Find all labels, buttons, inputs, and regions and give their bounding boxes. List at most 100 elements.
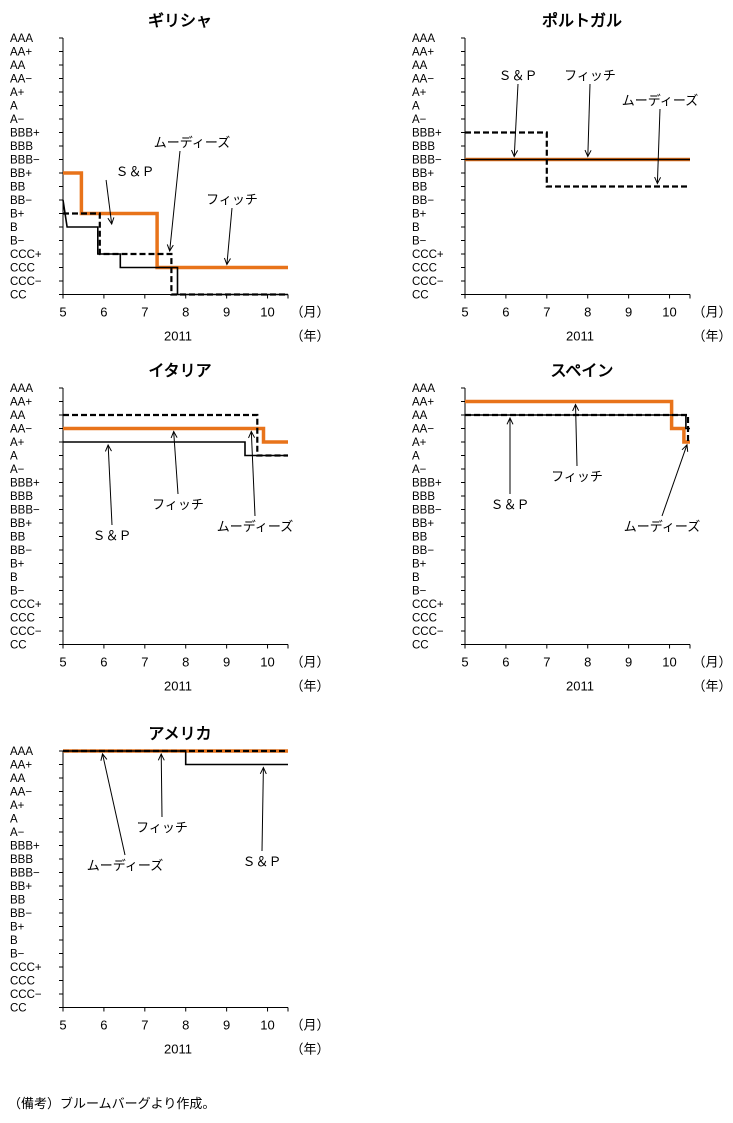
y-tick-label: CCC+ [10, 599, 42, 611]
annotation-arrow [513, 83, 519, 157]
y-tick-label: CCC [10, 976, 35, 988]
x-tick-label: 7 [543, 305, 550, 320]
y-tick-label: CCC+ [10, 962, 42, 974]
y-tick-label: B [10, 222, 18, 234]
y-tick-label: AA− [10, 787, 32, 799]
y-tick-label: AA [10, 410, 26, 422]
y-tick-label: BB+ [412, 518, 434, 530]
y-tick-label: CCC− [10, 989, 42, 1001]
x-tick-label: 6 [502, 305, 509, 320]
annotation-arrow [173, 431, 179, 495]
x-tick-label: 6 [100, 1018, 107, 1033]
x-tick-label: 7 [543, 655, 550, 670]
x-unit-label: （月） [692, 655, 731, 670]
year-unit-label: （年） [290, 329, 329, 344]
x-tick-label: 5 [461, 655, 468, 670]
annotation-arrowhead [506, 416, 514, 425]
y-tick-label: BB− [10, 908, 32, 920]
series-annotation: ムーディーズ [622, 93, 698, 109]
annotation-arrow [226, 207, 233, 265]
y-tick-label: AA [412, 410, 428, 422]
x-tick-label: 10 [260, 1018, 274, 1033]
y-tick-label: CCC [412, 613, 437, 625]
y-tick-label: BBB+ [412, 478, 442, 490]
series-annotation: Ｓ＆Ｐ [115, 165, 154, 180]
y-tick-label: CCC− [10, 626, 42, 638]
x-tick-label: 9 [223, 305, 230, 320]
annotation-arrowhead [511, 149, 519, 158]
year-unit-label: （年） [692, 329, 731, 344]
annotation-arrowhead [572, 403, 580, 412]
chart-panel: イタリアAAAAA+AAAA−A+AA−BBB+BBBBBB−BB+BBBB−B… [10, 361, 330, 694]
chart-title: イタリア [148, 361, 211, 380]
series-annotation: フィッチ [136, 821, 188, 836]
annotation-arrow [587, 83, 591, 157]
x-tick-label: 5 [59, 655, 66, 670]
x-tick-label: 7 [141, 655, 148, 670]
series-line [465, 414, 690, 430]
y-tick-label: BBB− [412, 155, 442, 167]
y-tick-label: BB− [412, 195, 434, 207]
y-tick-label: B− [412, 586, 427, 598]
y-tick-label: A− [412, 114, 427, 126]
year-unit-label: （年） [290, 1042, 329, 1057]
y-tick-label: BBB [10, 141, 33, 153]
y-tick-label: AA+ [412, 397, 434, 409]
y-tick-label: AA [412, 60, 428, 72]
y-tick-label: B+ [412, 209, 427, 221]
y-tick-label: A− [10, 464, 25, 476]
y-tick-label: AAA [412, 383, 435, 395]
y-tick-label: A− [10, 114, 25, 126]
x-tick-label: 8 [584, 305, 591, 320]
annotation-arrow [250, 431, 256, 517]
x-tick-label: 10 [662, 305, 676, 320]
y-tick-label: BBB+ [412, 128, 442, 140]
x-tick-label: 10 [260, 655, 274, 670]
y-tick-label: AA+ [10, 760, 32, 772]
x-tick-label: 10 [662, 655, 676, 670]
y-tick-label: CC [10, 1003, 27, 1015]
y-tick-label: A+ [10, 437, 25, 449]
series-annotation: Ｓ＆Ｐ [490, 498, 529, 513]
y-tick-label: AA+ [10, 47, 32, 59]
y-tick-label: BBB [412, 491, 435, 503]
series-line [62, 199, 288, 296]
annotation-arrow [105, 179, 113, 225]
x-tick-label: 6 [100, 305, 107, 320]
annotation-arrowhead [157, 752, 165, 761]
y-tick-label: AAA [412, 33, 435, 45]
chart-panel: アメリカAAAAA+AAAA−A+AA−BBB+BBBBBB−BB+BBBB−B… [10, 724, 330, 1057]
y-tick-label: A [10, 101, 18, 113]
y-tick-label: A [412, 101, 420, 113]
y-tick-label: A [10, 814, 18, 826]
y-tick-label: BBB [10, 854, 33, 866]
x-tick-label: 9 [223, 655, 230, 670]
series-line [63, 212, 288, 296]
annotation-arrow [656, 108, 661, 184]
y-tick-label: A− [10, 827, 25, 839]
y-tick-label: AA+ [412, 47, 434, 59]
y-tick-label: BBB [412, 141, 435, 153]
x-tick-label: 8 [584, 655, 591, 670]
series-annotation: フィッチ [551, 470, 603, 485]
annotation-arrowhead [681, 443, 689, 452]
series-annotation: Ｓ＆Ｐ [92, 529, 131, 544]
y-tick-label: A+ [10, 87, 25, 99]
y-tick-label: B+ [10, 209, 25, 221]
year-label: 2011 [164, 679, 192, 694]
chart-title: アメリカ [148, 724, 211, 743]
series-line [63, 171, 288, 270]
y-tick-label: B+ [10, 922, 25, 934]
annotation-arrowhead [223, 257, 231, 266]
x-tick-label: 9 [223, 1018, 230, 1033]
series-annotation: ムーディーズ [154, 135, 230, 151]
x-tick-label: 10 [260, 305, 274, 320]
chart-panel: ポルトガルAAAAA+AAAA−A+AA−BBB+BBBBBB−BB+BBBB−… [412, 11, 732, 344]
y-tick-label: B [10, 935, 18, 947]
y-tick-label: CCC+ [412, 249, 444, 261]
y-tick-label: B [412, 222, 420, 234]
chart-panel: スペインAAAAA+AAAA−A+AA−BBB+BBBBBB−BB+BBBB−B… [412, 361, 732, 694]
series-line [63, 426, 288, 444]
y-tick-label: B− [10, 586, 25, 598]
series-line [465, 413, 690, 444]
